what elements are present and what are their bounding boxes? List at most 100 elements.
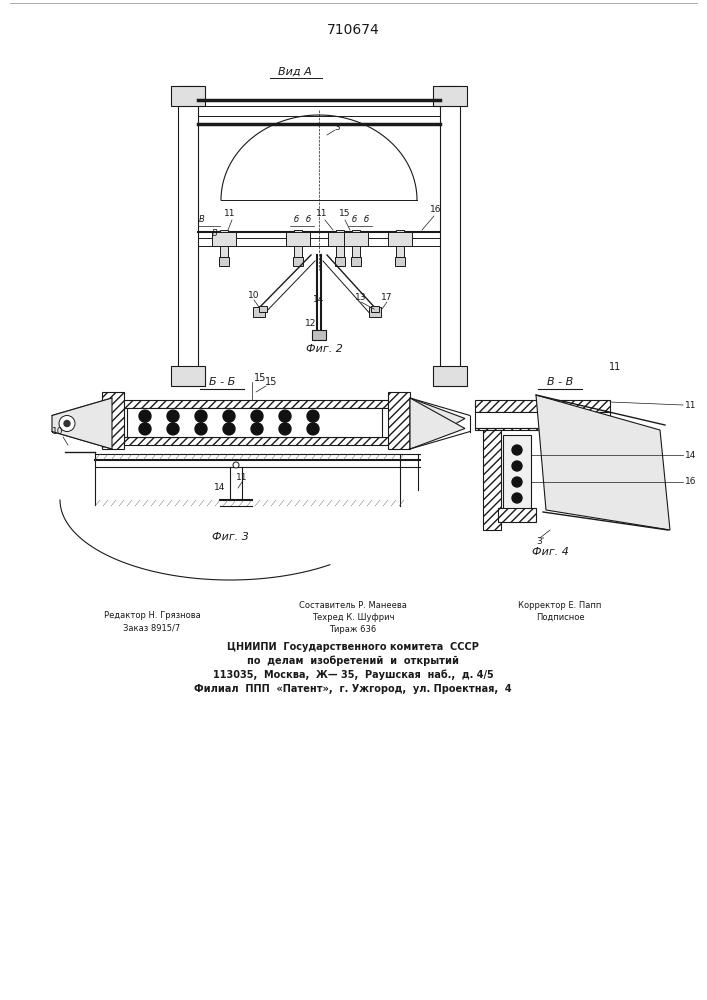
Text: В: В <box>199 216 205 225</box>
Circle shape <box>512 445 522 455</box>
Text: Вид A: Вид A <box>278 67 312 77</box>
Text: 15: 15 <box>254 373 267 383</box>
Bar <box>475 428 610 430</box>
Text: 15: 15 <box>339 210 351 219</box>
Text: Редактор Н. Грязнова: Редактор Н. Грязнова <box>104 610 200 619</box>
Polygon shape <box>410 398 465 449</box>
Bar <box>212 232 236 246</box>
Text: 3': 3' <box>536 538 544 546</box>
Text: 11: 11 <box>236 474 247 483</box>
Text: 11: 11 <box>316 210 328 219</box>
Circle shape <box>512 477 522 487</box>
Text: по  делам  изобретений  и  открытий: по делам изобретений и открытий <box>247 656 459 666</box>
Bar <box>112 437 400 445</box>
Text: 17: 17 <box>381 292 393 302</box>
Circle shape <box>251 410 263 422</box>
Text: 10: 10 <box>52 428 64 436</box>
Bar <box>351 257 361 266</box>
Circle shape <box>223 423 235 435</box>
Circle shape <box>307 410 319 422</box>
Bar <box>336 230 344 258</box>
Bar <box>433 86 467 106</box>
Circle shape <box>279 410 291 422</box>
Text: 14: 14 <box>214 484 226 492</box>
Text: Филиал  ППП  «Патент»,  г. Ужгород,  ул. Проектная,  4: Филиал ППП «Патент», г. Ужгород, ул. Про… <box>194 684 512 694</box>
Bar <box>369 307 381 317</box>
Circle shape <box>251 423 263 435</box>
Text: 14: 14 <box>313 296 325 304</box>
Text: 710674: 710674 <box>327 23 380 37</box>
Circle shape <box>139 410 151 422</box>
Bar <box>388 232 412 246</box>
Bar <box>328 232 352 246</box>
Text: Корректор Е. Папп: Корректор Е. Папп <box>518 600 602 609</box>
Circle shape <box>512 493 522 503</box>
Text: Заказ 8915/7: Заказ 8915/7 <box>124 624 180 633</box>
Bar <box>335 257 345 266</box>
Bar <box>253 307 265 317</box>
Circle shape <box>512 461 522 471</box>
Bar <box>127 408 382 437</box>
Bar <box>112 400 400 408</box>
Bar <box>219 257 229 266</box>
Bar <box>371 306 379 312</box>
Bar <box>294 230 302 258</box>
Bar <box>440 86 460 368</box>
Text: б: б <box>305 216 310 225</box>
Circle shape <box>167 423 179 435</box>
Text: ЦНИИПИ  Государственного комитета  СССР: ЦНИИПИ Государственного комитета СССР <box>227 642 479 652</box>
Bar <box>220 230 228 258</box>
Circle shape <box>233 462 239 468</box>
Circle shape <box>279 423 291 435</box>
Text: Фиг. 4: Фиг. 4 <box>532 547 568 557</box>
Text: Подписное: Подписное <box>536 612 584 621</box>
Bar <box>102 392 124 449</box>
Bar <box>503 435 531 510</box>
Text: 113035,  Москва,  Ж— 35,  Раушская  наб.,  д. 4/5: 113035, Москва, Ж— 35, Раушская наб., д.… <box>213 670 493 680</box>
Bar <box>475 400 610 412</box>
Bar <box>388 392 410 449</box>
Text: 11: 11 <box>685 400 696 410</box>
Text: 10: 10 <box>248 290 259 300</box>
Bar <box>395 257 405 266</box>
Text: 15: 15 <box>265 377 277 387</box>
Bar <box>498 508 536 522</box>
Circle shape <box>195 423 207 435</box>
Text: Фиг. 2: Фиг. 2 <box>305 344 342 354</box>
Circle shape <box>139 423 151 435</box>
Polygon shape <box>536 395 670 530</box>
Text: 11: 11 <box>609 362 621 372</box>
Bar <box>396 230 404 258</box>
Polygon shape <box>52 398 112 449</box>
Text: 16: 16 <box>685 478 696 487</box>
Text: б: б <box>293 216 298 225</box>
Text: б: б <box>351 216 356 225</box>
Text: 16: 16 <box>431 206 442 215</box>
Bar <box>475 412 610 428</box>
Text: 3: 3 <box>334 123 340 132</box>
Text: В - В: В - В <box>547 377 573 387</box>
Bar <box>286 232 310 246</box>
Bar <box>171 366 205 386</box>
Text: Тираж 636: Тираж 636 <box>329 624 377 634</box>
Bar <box>483 430 501 530</box>
Bar <box>312 330 326 340</box>
Circle shape <box>64 420 70 426</box>
Bar <box>344 232 368 246</box>
Text: Фиг. 3: Фиг. 3 <box>211 532 248 542</box>
Polygon shape <box>410 398 465 449</box>
Bar <box>293 257 303 266</box>
Text: В: В <box>212 230 218 238</box>
Circle shape <box>59 416 75 432</box>
Circle shape <box>167 410 179 422</box>
Bar <box>352 230 360 258</box>
Text: 13: 13 <box>355 292 367 302</box>
Bar <box>178 86 198 368</box>
Circle shape <box>307 423 319 435</box>
Bar <box>171 86 205 106</box>
Text: 11: 11 <box>224 210 235 219</box>
Text: 14: 14 <box>685 450 696 460</box>
Text: Техред К. Шуфрич: Техред К. Шуфрич <box>312 612 395 621</box>
Bar <box>259 306 267 312</box>
Text: 12: 12 <box>305 318 317 328</box>
